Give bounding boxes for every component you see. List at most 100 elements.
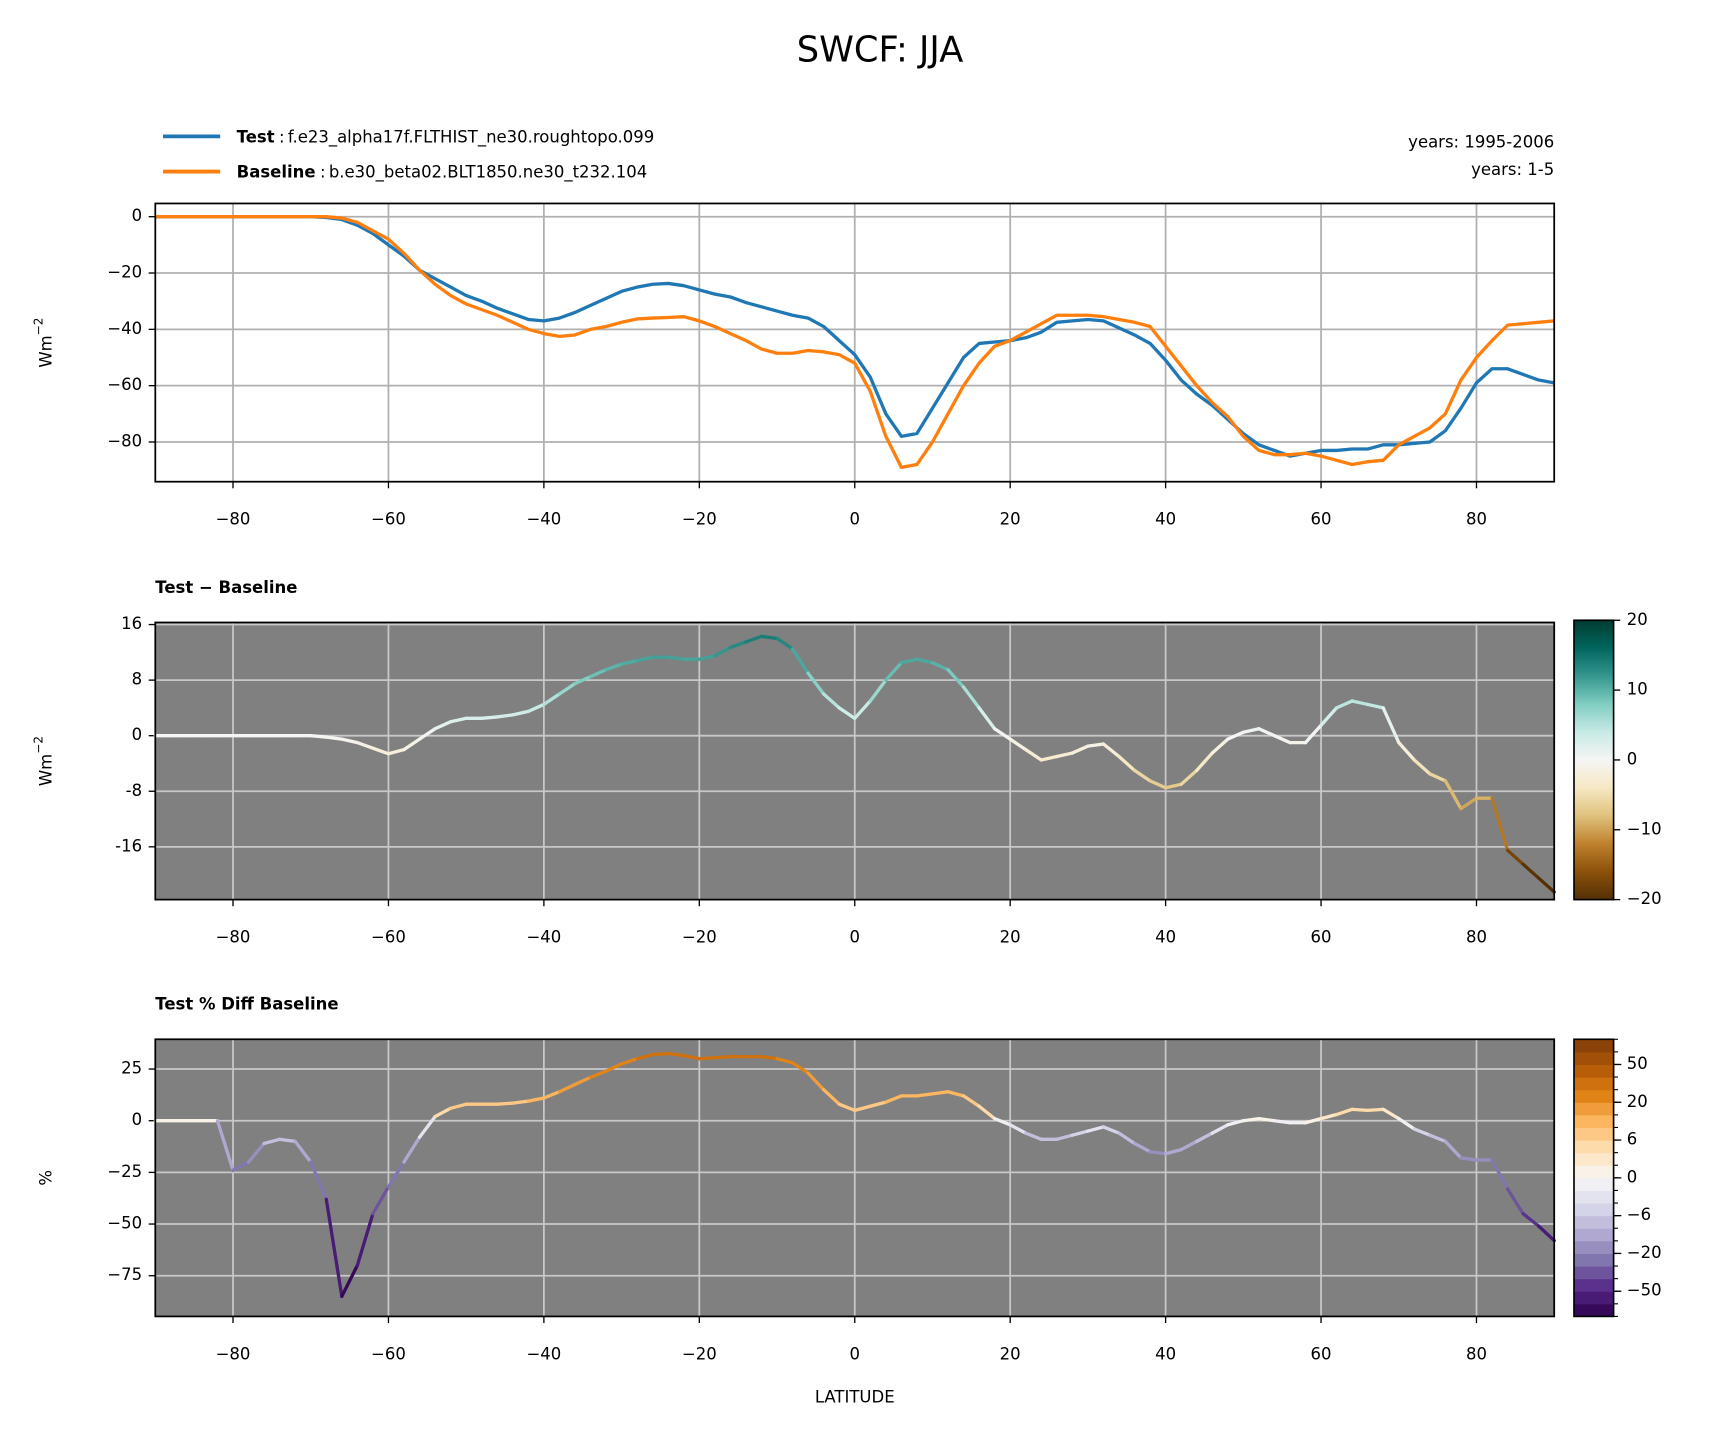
colorbar-level <box>1574 1039 1614 1053</box>
y-tick-label: −60 <box>107 375 142 394</box>
line-segment <box>837 706 857 720</box>
colorbar-level <box>1574 1077 1614 1091</box>
line-segment <box>371 1185 391 1216</box>
line-segment <box>215 1119 235 1172</box>
y-tick-label: −20 <box>107 263 142 282</box>
line-segment <box>340 1263 360 1299</box>
y-tick-label: -8 <box>126 781 142 800</box>
line-segment <box>433 720 453 731</box>
line-segment <box>1024 1131 1043 1141</box>
line-segment <box>1117 1131 1137 1146</box>
colorbar-tick-label: 20 <box>1627 610 1648 629</box>
axes: −80 −60 −40 −20 0 20 40 60 80 25 0 −25 −50 −75% LATITU… <box>36 995 1556 1406</box>
y-tick-label: 0 <box>132 725 143 744</box>
line-segment <box>511 1099 530 1105</box>
y-tick-label: 0 <box>132 1110 143 1129</box>
line-segment <box>666 655 686 661</box>
line-segment <box>386 1160 406 1189</box>
y-tick-label: −25 <box>107 1162 142 1181</box>
colorbar-level <box>1574 1177 1614 1192</box>
line-segment <box>1521 862 1541 880</box>
line-segment <box>417 1114 437 1139</box>
y-label-sup: −2 <box>31 317 45 335</box>
line-segment <box>1537 1224 1556 1243</box>
line-segment <box>884 661 904 682</box>
y-label-text: Wm <box>36 754 55 786</box>
line-segment <box>573 674 593 686</box>
line-segment <box>1008 737 1028 752</box>
colorbar-frame <box>1573 619 1615 901</box>
x-tick-label: −60 <box>371 1344 406 1363</box>
line-segment <box>246 1141 266 1164</box>
line-segment <box>1459 1156 1479 1162</box>
line-segment <box>1070 744 1090 755</box>
line-segment <box>1210 737 1230 755</box>
x-tick-label: 0 <box>850 510 861 529</box>
y-axis-label: Wm−2 <box>31 317 55 367</box>
y-axis-label: Wm−2 <box>31 736 55 786</box>
line-segment <box>1490 796 1510 852</box>
series-line <box>155 215 1555 469</box>
legend-sep: : <box>320 162 326 181</box>
line-segment <box>1086 742 1106 748</box>
line-segment <box>759 634 779 641</box>
line-segment <box>293 1139 313 1164</box>
line-segment <box>1241 1116 1261 1123</box>
y-tick-label: −80 <box>107 431 142 450</box>
line-segment <box>713 645 733 658</box>
colorbar-tick-label: −20 <box>1627 889 1662 908</box>
colorbar-level <box>1574 1253 1614 1267</box>
line-segment <box>542 1090 562 1100</box>
line-segment <box>588 1069 608 1079</box>
line-segment <box>790 647 810 675</box>
line-segment <box>619 659 639 666</box>
line-segment <box>573 1075 593 1087</box>
x-tick-label: 60 <box>1311 928 1332 947</box>
line-segment <box>775 636 795 651</box>
x-tick-label: −80 <box>216 510 251 529</box>
line-segment <box>557 681 577 696</box>
line-segment <box>977 1104 997 1121</box>
x-tick-label: 80 <box>1466 1344 1487 1363</box>
axes-frame <box>154 202 1556 483</box>
colorbar-level <box>1574 1064 1614 1078</box>
colorbar-level <box>1574 1127 1614 1141</box>
x-tick-label: −80 <box>216 928 251 947</box>
legend-case: b.e30_beta02.BLT1850.ne30_t232.104 <box>329 162 647 182</box>
x-tick-label: 20 <box>1000 928 1021 947</box>
line-segment <box>977 706 997 731</box>
line-segment <box>1319 706 1339 727</box>
line-segment <box>1132 1141 1152 1154</box>
line-segment <box>697 1056 717 1061</box>
line-segment <box>1148 1150 1168 1156</box>
y-tick-label: −75 <box>107 1265 142 1284</box>
line-segment <box>262 1137 282 1146</box>
colorbar-tick-label: −50 <box>1627 1281 1662 1300</box>
line-segment <box>526 1096 546 1103</box>
line-segment <box>1195 1131 1214 1144</box>
line-segment <box>635 1052 655 1061</box>
line-segment <box>915 1092 935 1098</box>
line-segment <box>340 737 360 745</box>
line-segment <box>1366 1107 1385 1113</box>
x-tick-label: 0 <box>850 1344 861 1363</box>
line-segment <box>713 1054 733 1060</box>
line-segment <box>511 709 530 717</box>
line-segment <box>837 1102 857 1113</box>
line-segment <box>1070 1129 1090 1137</box>
line-segment <box>1521 1212 1541 1228</box>
axes-title: Test − Baseline <box>155 578 297 597</box>
line-segment <box>1334 699 1354 710</box>
line-segment <box>386 747 406 756</box>
line-segment <box>1210 1123 1230 1135</box>
line-segment <box>853 699 872 720</box>
colorbar-level <box>1574 1165 1614 1179</box>
colorbar-tick-label: 0 <box>1627 1167 1638 1186</box>
colorbar-level <box>1574 1102 1614 1116</box>
line-segment <box>1428 1133 1448 1144</box>
line-segment <box>1257 1116 1277 1123</box>
colorbar-level <box>1574 1240 1614 1254</box>
line-segment <box>853 1104 872 1113</box>
